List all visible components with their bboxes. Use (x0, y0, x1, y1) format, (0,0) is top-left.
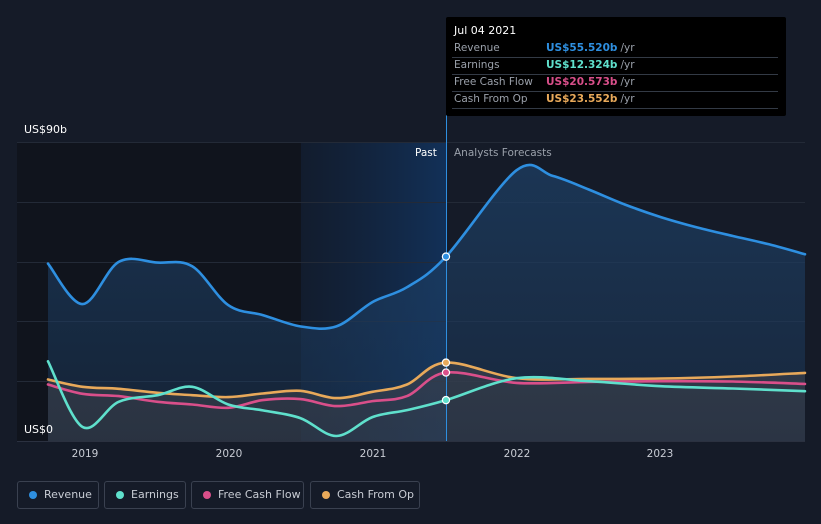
tooltip-label: Cash From Op (454, 93, 528, 105)
legend-label: Earnings (131, 488, 179, 501)
tooltip-label: Free Cash Flow (454, 76, 533, 88)
free-cash-flow-marker (441, 368, 451, 377)
earnings-line (46, 360, 807, 438)
legend-cash-from-op[interactable]: Cash From Op (310, 481, 420, 509)
legend-earnings[interactable]: Earnings (104, 481, 186, 509)
revenue-line (46, 163, 807, 330)
x-tick-2023: 2023 (646, 448, 674, 460)
series-markers (441, 252, 451, 405)
legend-revenue[interactable]: Revenue (17, 481, 99, 509)
tooltip-label: Revenue (454, 42, 500, 54)
legend-dot-icon (29, 491, 37, 499)
legend-dot-icon (203, 491, 211, 499)
free-cash-flow-line (46, 370, 807, 410)
forecast-label: Analysts Forecasts (454, 147, 552, 159)
tooltip-date: Jul 04 2021 (454, 24, 517, 37)
tooltip-value: US$20.573b/yr (546, 76, 635, 88)
legend-dot-icon (322, 491, 330, 499)
x-tick-2021: 2021 (359, 448, 387, 460)
revenue-area (48, 164, 805, 441)
legend-label: Cash From Op (337, 488, 415, 501)
past-label: Past (415, 147, 437, 159)
y-axis-min-label: US$0 (24, 423, 54, 436)
legend-label: Free Cash Flow (218, 488, 301, 501)
x-tick-2019: 2019 (71, 448, 99, 460)
data-tooltip: Jul 04 2021 Revenue US$55.520b/yr Earnin… (446, 17, 786, 116)
cash-from-op-marker (441, 358, 451, 367)
legend-label: Revenue (44, 488, 92, 501)
x-tick-2022: 2022 (503, 448, 531, 460)
tooltip-value: US$55.520b/yr (546, 42, 635, 54)
tooltip-row-earnings: Earnings US$12.324b/yr (446, 57, 778, 74)
tooltip-row-revenue: Revenue US$55.520b/yr (446, 40, 778, 57)
x-tick-2020: 2020 (215, 448, 243, 460)
tooltip-label: Earnings (454, 59, 500, 71)
legend-dot-icon (116, 491, 124, 499)
legend-free-cash-flow[interactable]: Free Cash Flow (191, 481, 304, 509)
tooltip-row-cash-from-op: Cash From Op US$23.552b/yr (446, 91, 778, 108)
revenue-marker (441, 252, 451, 261)
tooltip-value: US$12.324b/yr (546, 59, 635, 71)
tooltip-value: US$23.552b/yr (546, 93, 635, 105)
cash-from-op-line (46, 361, 807, 400)
y-axis-max-label: US$90b (24, 123, 68, 136)
tooltip-row-free-cash-flow: Free Cash Flow US$20.573b/yr (446, 74, 778, 91)
series-lines (46, 163, 807, 438)
earnings-marker (441, 395, 451, 405)
